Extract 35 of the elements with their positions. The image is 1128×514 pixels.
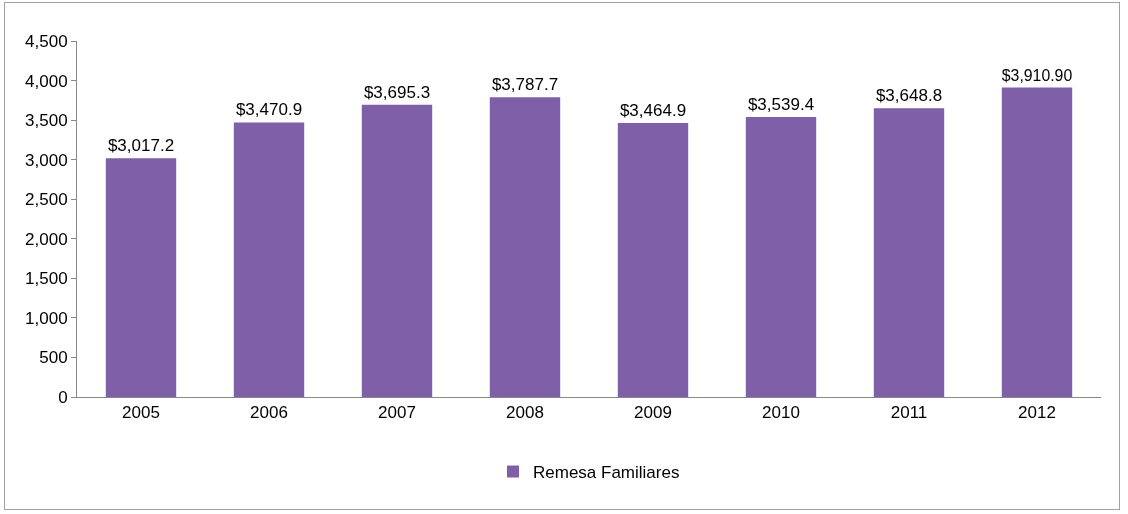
x-tick-label: 2008	[506, 403, 544, 423]
data-label: $3,787.7	[491, 75, 559, 95]
y-tick-label: 4,000	[25, 71, 68, 91]
y-tick-label: 2,000	[25, 229, 68, 249]
bar	[617, 122, 689, 397]
data-label: $3,695.3	[363, 82, 431, 102]
bar	[233, 122, 305, 397]
data-label: $3,910.90	[1001, 66, 1073, 84]
bar	[745, 116, 817, 397]
x-tick-label: 2005	[122, 403, 160, 423]
y-tick-label: 2,500	[25, 190, 68, 210]
y-tick-label: 1,500	[25, 269, 68, 289]
bar	[361, 104, 433, 397]
y-tick-label: 500	[39, 348, 68, 368]
x-tick-label: 2006	[250, 403, 288, 423]
x-tick-label: 2012	[1018, 403, 1056, 423]
x-tick-label: 2009	[634, 403, 672, 423]
y-tick-label: 1,000	[25, 308, 68, 328]
bar	[1001, 87, 1073, 397]
x-tick-label: 2007	[378, 403, 416, 423]
bar	[105, 158, 177, 397]
data-label: $3,017.2	[107, 136, 175, 156]
x-tick-label: 2011	[890, 403, 928, 423]
data-label: $3,539.4	[747, 94, 815, 114]
y-tick-label: 0	[58, 387, 68, 407]
x-tick-label: 2010	[762, 403, 800, 423]
bar	[873, 108, 945, 397]
y-tick-label: 3,500	[25, 111, 68, 131]
data-label: $3,464.9	[619, 100, 687, 120]
y-tick-label: 4,500	[25, 31, 68, 51]
bar	[489, 97, 561, 397]
legend-label: Remesa Familiares	[533, 463, 680, 483]
data-label: $3,648.8	[875, 86, 943, 106]
data-label: $3,470.9	[235, 100, 303, 120]
y-tick-label: 3,000	[25, 150, 68, 170]
